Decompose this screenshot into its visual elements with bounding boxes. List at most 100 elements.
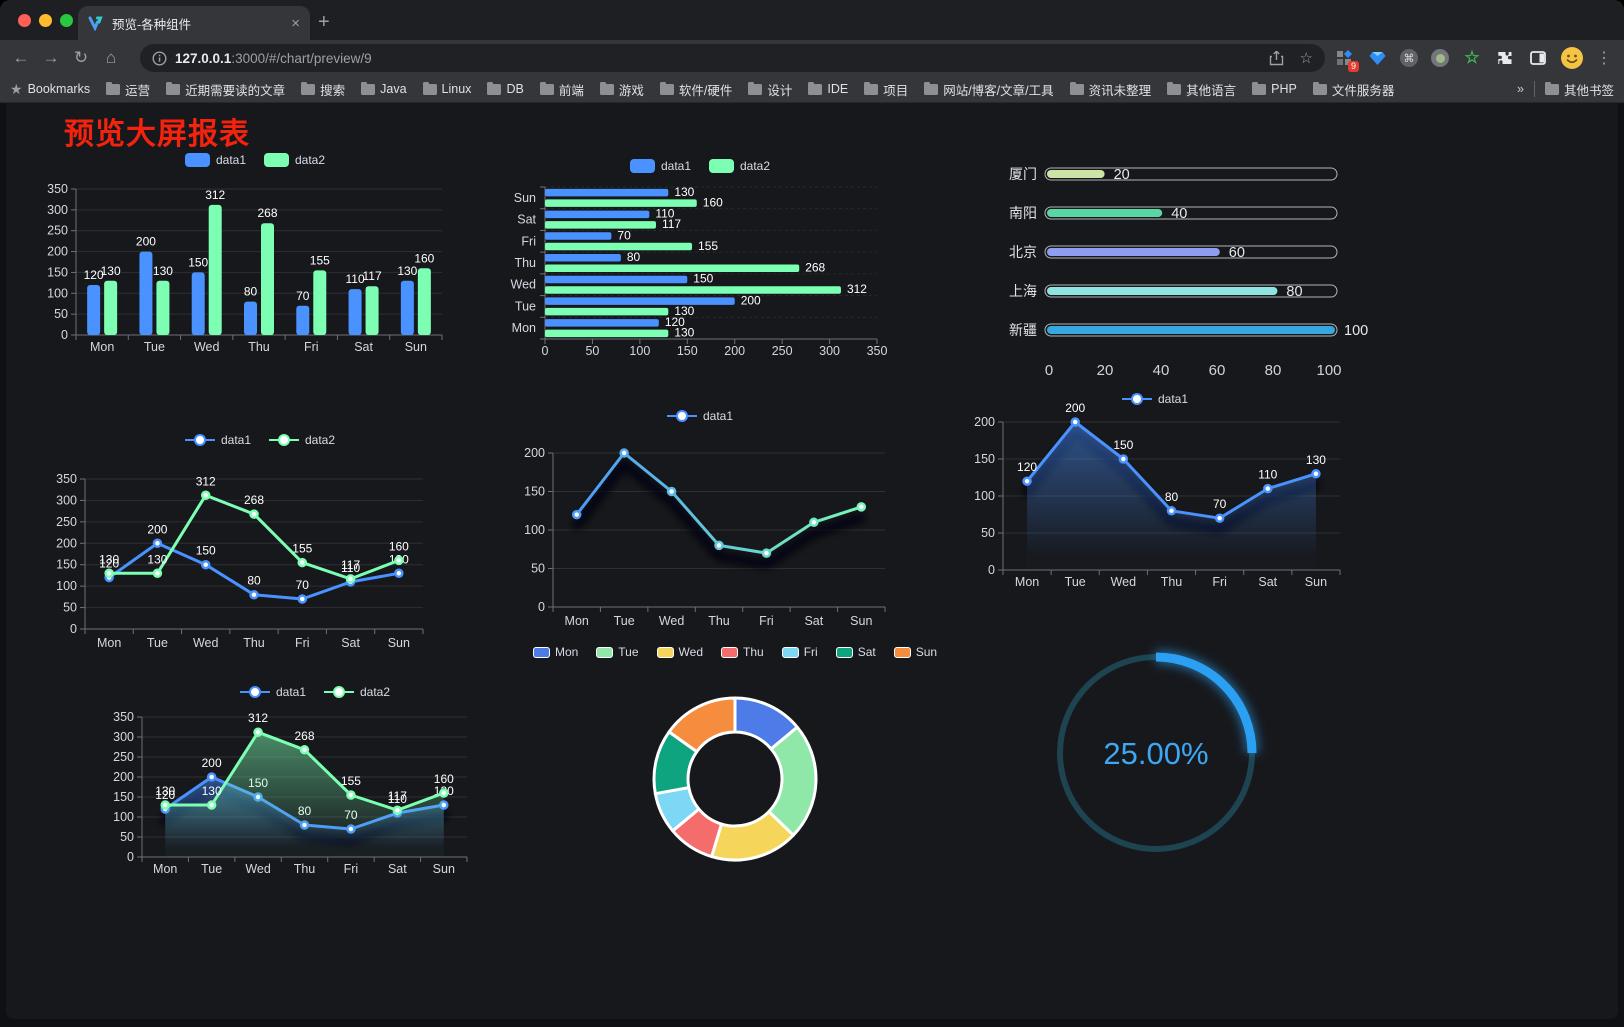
- legend-item[interactable]: Sun: [893, 645, 937, 659]
- legend-item[interactable]: data2: [324, 685, 390, 699]
- bookmark-folder[interactable]: 近期需要读的文章: [166, 80, 285, 99]
- bookmarks-overflow-chevron[interactable]: »: [1517, 82, 1524, 96]
- svg-text:Tue: Tue: [147, 636, 168, 650]
- donut-pie-chart[interactable]: Mon Tue Wed Thu Fri Sat Sun: [532, 641, 937, 899]
- home-icon[interactable]: ⌂: [105, 48, 117, 67]
- bookmark-folder[interactable]: 游戏: [599, 80, 644, 99]
- svg-text:Thu: Thu: [294, 862, 316, 876]
- city-progress-chart[interactable]: 厦门 20 南阳 40 北京 60 上海 80 新疆 100 0 20 40 60 80 100: [985, 155, 1377, 395]
- bookmark-folder[interactable]: 软件/硬件: [659, 80, 732, 99]
- address-bar[interactable]: 127.0.0.1:3000/#/chart/preview/9 ☆: [140, 44, 1325, 72]
- profile-avatar[interactable]: [1561, 47, 1583, 69]
- bookmark-folder[interactable]: Linux: [422, 81, 471, 96]
- folder-icon: [166, 81, 181, 95]
- bookmark-folder[interactable]: PHP: [1252, 81, 1297, 96]
- new-tab-button[interactable]: +: [318, 11, 330, 33]
- folder-icon: [539, 81, 554, 95]
- legend-item[interactable]: data1: [666, 409, 733, 423]
- svg-text:20: 20: [1114, 167, 1130, 183]
- svg-text:50: 50: [63, 601, 77, 615]
- svg-text:350: 350: [113, 710, 134, 724]
- site-info-icon[interactable]: [152, 50, 167, 66]
- folder-icon: [659, 81, 674, 95]
- legend-item[interactable]: Mon: [532, 645, 578, 659]
- extension-star-icon[interactable]: ☆: [1464, 48, 1480, 67]
- forward-icon[interactable]: →: [42, 48, 60, 67]
- svg-text:200: 200: [113, 770, 134, 784]
- extensions-puzzle-icon[interactable]: [1495, 48, 1515, 68]
- bookmarks-bar: ★ Bookmarks 运营 近期需要读的文章 搜索 Java Linux DB 前端 游戏软…: [0, 76, 1624, 103]
- svg-text:120: 120: [155, 788, 175, 802]
- legend-item[interactable]: data1: [629, 159, 691, 173]
- svg-text:Fri: Fri: [521, 234, 536, 248]
- bookmark-folder[interactable]: 文件服务器: [1312, 80, 1394, 99]
- browser-tab[interactable]: 预览-各种组件 ×: [78, 6, 310, 40]
- two-series-area-chart[interactable]: data1 data2 0 50 100 150 200 250 300 350 Mon Tue Wed…: [105, 673, 525, 907]
- svg-text:新疆: 新疆: [1009, 322, 1037, 338]
- bookmark-folder[interactable]: 资讯未整理: [1069, 80, 1151, 99]
- horizontal-bar-chart[interactable]: data1 data2 0 50 100 150 200 250 300 350 Mon 120 130…: [505, 151, 895, 375]
- svg-text:130: 130: [99, 552, 119, 566]
- svg-text:300: 300: [819, 344, 840, 358]
- zoom-window-button[interactable]: [60, 14, 73, 27]
- back-icon[interactable]: ←: [12, 48, 30, 67]
- svg-text:150: 150: [1113, 438, 1133, 452]
- bookmarks-manager[interactable]: ★ Bookmarks: [10, 80, 91, 97]
- extension-grid-icon[interactable]: 9: [1334, 48, 1359, 72]
- legend-item[interactable]: Wed: [656, 645, 703, 659]
- close-window-button[interactable]: [18, 14, 31, 27]
- svg-text:Tue: Tue: [614, 614, 635, 628]
- tab-close-icon[interactable]: ×: [291, 14, 300, 32]
- svg-text:200: 200: [1065, 401, 1085, 415]
- svg-text:0: 0: [127, 850, 134, 864]
- legend-item[interactable]: data1: [184, 153, 246, 167]
- legend-item[interactable]: data2: [264, 153, 325, 167]
- bookmark-folder[interactable]: IDE: [808, 81, 848, 96]
- svg-text:130: 130: [674, 326, 694, 340]
- legend-item[interactable]: Fri: [781, 645, 818, 659]
- chart-legend: data1: [505, 409, 895, 423]
- bookmark-folder[interactable]: 项目: [864, 80, 908, 99]
- svg-text:155: 155: [698, 239, 718, 253]
- legend-item[interactable]: data2: [709, 159, 770, 173]
- svg-text:120: 120: [665, 315, 685, 329]
- bookmark-folder[interactable]: 搜索: [301, 80, 345, 99]
- sidebar-toggle-icon[interactable]: [1528, 48, 1548, 68]
- window-controls[interactable]: [18, 14, 73, 27]
- share-icon[interactable]: [1269, 50, 1284, 66]
- minimize-window-button[interactable]: [39, 14, 52, 27]
- legend-item[interactable]: data1: [184, 433, 251, 447]
- legend-item[interactable]: data1: [239, 685, 306, 699]
- bookmark-star-icon[interactable]: ☆: [1299, 50, 1313, 67]
- reload-icon[interactable]: ↻: [73, 48, 89, 67]
- two-series-line-chart[interactable]: data1 data2 0 50 100 150 200 250 300 350 Mon Tue Wed…: [45, 423, 475, 663]
- extension-diamond-icon[interactable]: [1367, 48, 1387, 68]
- folder-icon: [748, 81, 763, 95]
- bookmark-folder[interactable]: Java: [361, 81, 407, 96]
- legend-item[interactable]: Sat: [835, 645, 876, 659]
- extension-dot-icon[interactable]: [1431, 49, 1449, 67]
- legend-item[interactable]: data2: [269, 433, 335, 447]
- area-line-chart[interactable]: data1 0 50 100 150 200 Mon Tue Wed Thu Fri Sat Sun 12…: [955, 386, 1355, 610]
- svg-text:312: 312: [248, 711, 268, 725]
- bookmark-folder[interactable]: 其他语言: [1167, 80, 1236, 99]
- svg-text:上海: 上海: [1009, 283, 1037, 299]
- svg-text:80: 80: [244, 285, 258, 299]
- legend-item[interactable]: Tue: [596, 645, 639, 659]
- grouped-bar-chart[interactable]: data1 data2 0 50 100 150 200 250 300 350 Mon Tue Wed…: [40, 145, 470, 373]
- bookmark-folder[interactable]: 前端: [539, 80, 584, 99]
- extension-command-icon[interactable]: ⌘: [1400, 49, 1418, 67]
- bookmark-folder[interactable]: 设计: [748, 80, 792, 99]
- bookmark-folder[interactable]: DB: [487, 81, 524, 96]
- legend-item[interactable]: data1: [1121, 392, 1188, 406]
- bookmark-folder[interactable]: 网站/博客/文章/工具: [924, 80, 1054, 99]
- legend-item[interactable]: Thu: [721, 645, 764, 659]
- chart-legend: data1: [955, 392, 1355, 406]
- browser-menu-icon[interactable]: ⋮: [1596, 50, 1612, 67]
- gradient-line-chart[interactable]: data1 0 50 100 150 200 Mon Tue Wed Thu Fri Sat Sun: [505, 403, 895, 641]
- bookmark-folder[interactable]: 运营: [106, 80, 150, 99]
- percent-gauge-chart[interactable]: 25.00%: [1040, 631, 1280, 889]
- svg-text:Wed: Wed: [245, 862, 271, 876]
- svg-text:200: 200: [524, 446, 545, 460]
- other-bookmarks-folder[interactable]: 其他书签: [1544, 80, 1614, 99]
